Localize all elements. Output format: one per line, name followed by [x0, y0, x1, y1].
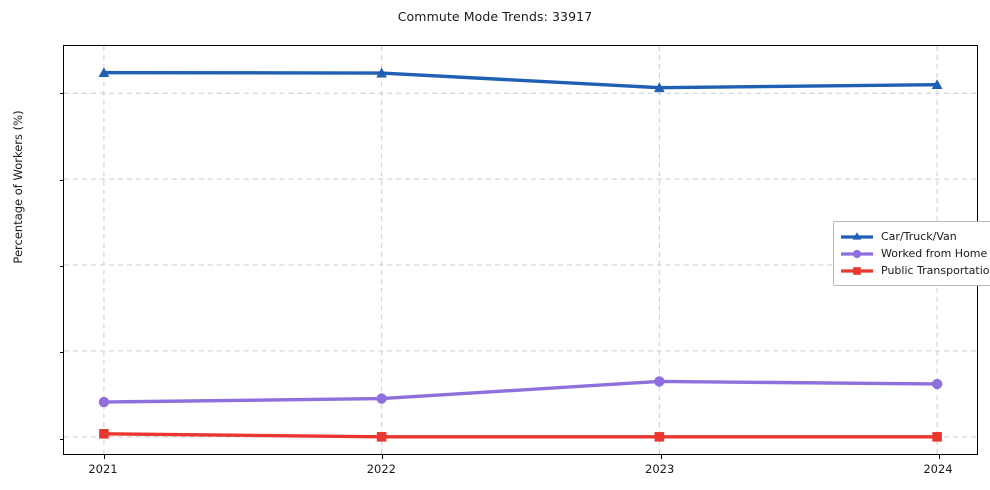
data-point-marker — [654, 376, 665, 387]
data-point-marker — [98, 396, 110, 408]
series-line — [102, 70, 939, 90]
y-axis-label: Percentage of Workers (%) — [11, 110, 25, 264]
data-point-marker — [376, 393, 387, 404]
y-tick-mark — [59, 93, 64, 95]
data-point-marker — [376, 432, 387, 442]
data-point-marker — [932, 432, 942, 442]
data-series-layer — [98, 67, 943, 442]
x-tick-mark — [660, 454, 662, 459]
legend-label: Car/Truck/Van — [881, 230, 957, 243]
legend-label: Worked from Home — [881, 247, 988, 260]
legend-item-car-truck-van[interactable]: Car/Truck/Van — [840, 228, 990, 245]
legend-swatch-circle-icon — [840, 246, 874, 262]
y-tick-mark — [59, 438, 64, 440]
data-point-marker — [98, 67, 110, 78]
data-point-marker — [99, 429, 109, 439]
data-point-marker — [931, 79, 943, 90]
x-tick-mark — [104, 454, 105, 459]
data-point-marker — [654, 432, 665, 442]
series-line — [102, 379, 939, 404]
x-tick-label: 2021 — [88, 462, 118, 476]
legend-item-worked-from-home[interactable]: Worked from Home — [840, 245, 990, 262]
legend-label: Public Transportation — [881, 264, 990, 277]
y-tick-mark — [59, 266, 64, 268]
x-tick-label: 2023 — [645, 462, 675, 476]
data-point-marker — [931, 378, 943, 390]
y-tick-mark — [59, 179, 64, 181]
legend-item-public-transportation[interactable]: Public Transportation — [840, 262, 990, 279]
plot-area — [59, 45, 978, 459]
legend-swatch-triangle-icon — [840, 229, 874, 245]
x-tick-mark — [939, 454, 940, 459]
y-tick-mark — [59, 352, 64, 354]
legend-swatch-square-icon — [840, 263, 874, 279]
x-tick-mark — [382, 454, 384, 459]
data-point-marker — [376, 67, 388, 78]
x-tick-label: 2024 — [923, 462, 953, 476]
chart-legend: Car/Truck/Van Worked from Home Public Tr… — [833, 221, 990, 286]
series-line — [102, 432, 939, 439]
x-tick-label: 2022 — [366, 462, 396, 476]
data-point-marker — [653, 82, 665, 93]
chart-title: Commute Mode Trends: 33917 — [397, 9, 593, 24]
